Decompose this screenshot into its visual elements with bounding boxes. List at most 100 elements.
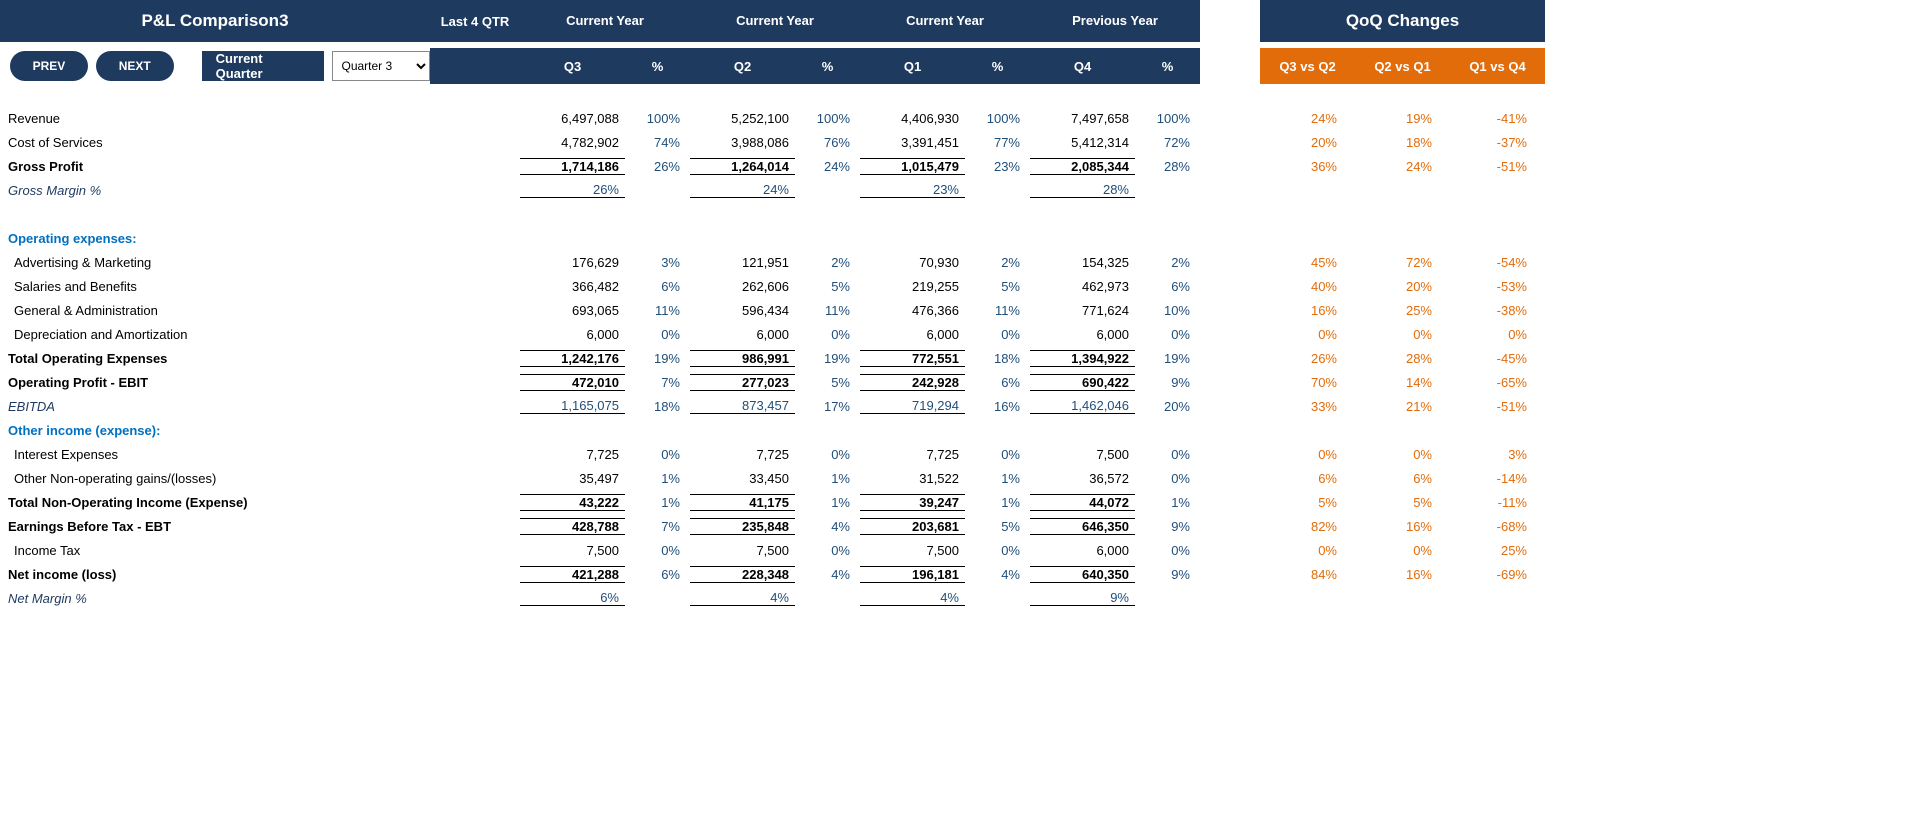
qoq-cell: 0% xyxy=(1355,543,1450,558)
table-row: Advertising & Marketing176,6293%121,9512… xyxy=(0,250,1560,274)
current-quarter-select[interactable]: Quarter 3 xyxy=(332,51,430,81)
value-cell: 26% xyxy=(520,182,625,198)
qoq-cell: 82% xyxy=(1260,519,1355,534)
qoq-cell: 5% xyxy=(1355,495,1450,510)
pct-cell: 7% xyxy=(625,375,690,390)
value-cell: 6% xyxy=(520,590,625,606)
table-row: Operating Profit - EBIT472,0107%277,0235… xyxy=(0,370,1560,394)
row-label: Net Margin % xyxy=(0,591,430,606)
value-cell: 690,422 xyxy=(1030,374,1135,391)
pct-cell: 100% xyxy=(1135,111,1200,126)
value-cell: 28% xyxy=(1030,182,1135,198)
qoq-cell: 45% xyxy=(1260,255,1355,270)
table-row: General & Administration693,06511%596,43… xyxy=(0,298,1560,322)
value-cell: 5,412,314 xyxy=(1030,135,1135,150)
row-label: Operating expenses: xyxy=(0,231,430,246)
row-label: Other income (expense): xyxy=(0,423,430,438)
value-cell: 2,085,344 xyxy=(1030,158,1135,175)
pct-cell: 0% xyxy=(625,447,690,462)
pct-cell: 1% xyxy=(625,471,690,486)
value-cell: 428,788 xyxy=(520,518,625,535)
pct-cell: 6% xyxy=(625,279,690,294)
row-label: Gross Profit xyxy=(0,159,430,174)
value-cell: 7,500 xyxy=(690,543,795,558)
qoq-cell: -51% xyxy=(1450,159,1545,174)
qoq-cell: 24% xyxy=(1355,159,1450,174)
qoq-cell: 40% xyxy=(1260,279,1355,294)
table-row: Gross Profit1,714,18626%1,264,01424%1,01… xyxy=(0,154,1560,178)
group-hdr-q4: Previous Year xyxy=(1030,0,1200,42)
qoq-cell: -65% xyxy=(1450,375,1545,390)
value-cell: 873,457 xyxy=(690,398,795,414)
qoq-cell: 16% xyxy=(1355,519,1450,534)
pct-cell: 23% xyxy=(965,159,1030,174)
value-cell: 7,497,658 xyxy=(1030,111,1135,126)
pct-cell: 0% xyxy=(1135,471,1200,486)
table-row: Depreciation and Amortization6,0000%6,00… xyxy=(0,322,1560,346)
pct-cell: 1% xyxy=(795,471,860,486)
qoq-title: QoQ Changes xyxy=(1260,0,1545,42)
qoq-cell: 16% xyxy=(1355,567,1450,582)
qoq-cell: -14% xyxy=(1450,471,1545,486)
row-label: Depreciation and Amortization xyxy=(0,327,430,342)
qoq-cell: 25% xyxy=(1450,543,1545,558)
qoq-cell: -41% xyxy=(1450,111,1545,126)
qoq-cell: 18% xyxy=(1355,135,1450,150)
pct-cell: 0% xyxy=(795,447,860,462)
qoq-cell: 0% xyxy=(1260,327,1355,342)
value-cell: 176,629 xyxy=(520,255,625,270)
row-label: Interest Expenses xyxy=(0,447,430,462)
pct-cell: 5% xyxy=(795,279,860,294)
qoq-cell: -38% xyxy=(1450,303,1545,318)
prev-button[interactable]: PREV xyxy=(10,51,88,81)
table-row: Operating expenses: xyxy=(0,226,1560,250)
qoq-cell: 6% xyxy=(1355,471,1450,486)
qoq-cell: 20% xyxy=(1355,279,1450,294)
qoq-cell: 28% xyxy=(1355,351,1450,366)
table-row: Total Operating Expenses1,242,17619%986,… xyxy=(0,346,1560,370)
value-cell: 35,497 xyxy=(520,471,625,486)
table-row: Net Margin %6%4%4%9% xyxy=(0,586,1560,610)
value-cell: 719,294 xyxy=(860,398,965,414)
row-label: Gross Margin % xyxy=(0,183,430,198)
pct-cell: 26% xyxy=(625,159,690,174)
value-cell: 277,023 xyxy=(690,374,795,391)
qoq-cell: -69% xyxy=(1450,567,1545,582)
next-button[interactable]: NEXT xyxy=(96,51,174,81)
qoq-cell: 20% xyxy=(1260,135,1355,150)
value-cell: 472,010 xyxy=(520,374,625,391)
spacer-row xyxy=(0,202,1560,226)
qoq-cell: 33% xyxy=(1260,399,1355,414)
pct-cell: 4% xyxy=(965,567,1030,582)
value-cell: 41,175 xyxy=(690,494,795,511)
table-row: Gross Margin %26%24%23%28% xyxy=(0,178,1560,202)
qoq-cell: 70% xyxy=(1260,375,1355,390)
value-cell: 4,782,902 xyxy=(520,135,625,150)
pct-cell: 17% xyxy=(795,399,860,414)
pct-cell: 18% xyxy=(965,351,1030,366)
pct-cell: 2% xyxy=(965,255,1030,270)
qoq-cell: 25% xyxy=(1355,303,1450,318)
qoq-cell: 3% xyxy=(1450,447,1545,462)
pct-cell: 9% xyxy=(1135,519,1200,534)
value-cell: 1,015,479 xyxy=(860,158,965,175)
pct-cell: 11% xyxy=(625,303,690,318)
value-cell: 596,434 xyxy=(690,303,795,318)
value-cell: 219,255 xyxy=(860,279,965,294)
value-cell: 242,928 xyxy=(860,374,965,391)
value-cell: 3,988,086 xyxy=(690,135,795,150)
qoq-cell: 36% xyxy=(1260,159,1355,174)
row-label: Cost of Services xyxy=(0,135,430,150)
value-cell: 693,065 xyxy=(520,303,625,318)
value-cell: 228,348 xyxy=(690,566,795,583)
qoqcol-2: Q2 vs Q1 xyxy=(1355,48,1450,84)
row-label: Other Non-operating gains/(losses) xyxy=(0,471,430,486)
group-hdr-q1: Current Year xyxy=(860,0,1030,42)
value-cell: 421,288 xyxy=(520,566,625,583)
row-label: EBITDA xyxy=(0,399,430,414)
row-label: Revenue xyxy=(0,111,430,126)
qoq-cell: 72% xyxy=(1355,255,1450,270)
table-row: Net income (loss)421,2886%228,3484%196,1… xyxy=(0,562,1560,586)
pct-cell: 24% xyxy=(795,159,860,174)
table-row: Revenue6,497,088100%5,252,100100%4,406,9… xyxy=(0,106,1560,130)
